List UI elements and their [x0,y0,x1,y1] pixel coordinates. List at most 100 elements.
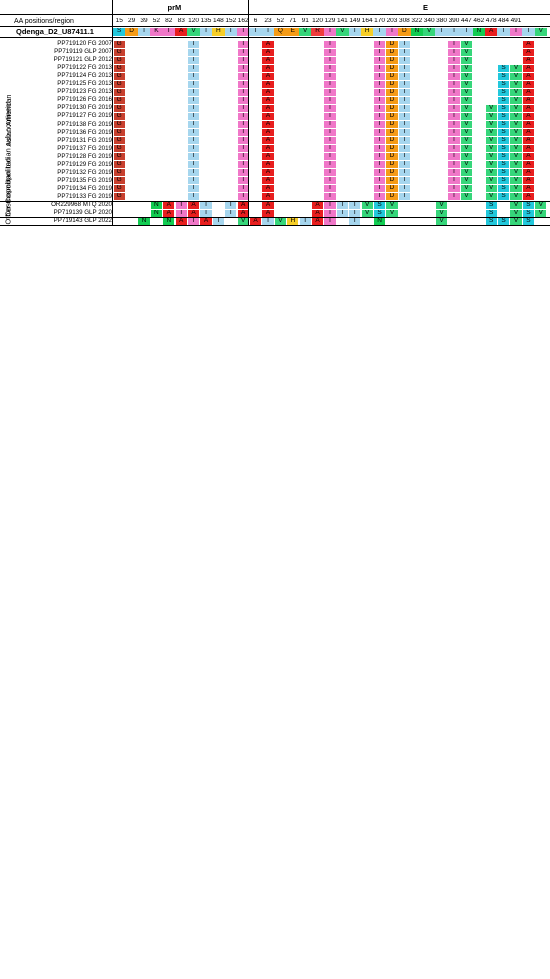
residue-cell: T [448,64,460,72]
residue-cell: V [435,209,448,217]
residue-cell: T [324,169,336,177]
strain-label: PP719124 FG 2013 [57,72,112,80]
residue-cell: V [274,217,287,225]
residue-cell: V [460,96,473,104]
residue-cell: V [460,80,473,88]
residue-cell: T [448,112,460,120]
residue-cell: T [373,161,386,169]
strain-label: PP719127 FG 2019 [57,112,112,120]
residue-cell: T [324,193,336,201]
residue-cell: D [386,193,398,201]
residue-cell: T [237,80,249,88]
strain-label: PP719131 FG 2019 [57,136,112,144]
residue-cell: I [398,80,411,88]
residue-cell: I [187,72,200,80]
position-label: 484 [498,18,510,24]
residue-cell: S [497,217,510,225]
residue-cell: V [510,217,522,225]
residue-cell: I [398,64,411,72]
residue-cell: A [522,153,535,161]
residue-cell: S [497,96,510,104]
residue-cell: V [485,145,497,153]
reference-residue: D [398,28,411,36]
residue-cell: V [460,161,473,169]
residue-cell: I [398,145,411,153]
residue-cell: T [373,177,386,185]
residue-cell: T [373,80,386,88]
residue-cell: T [237,96,249,104]
residue-cell: T [448,40,460,48]
residue-cell: V [510,129,522,137]
residue-cell: T [373,40,386,48]
residue-cell: I [398,56,411,64]
strain-label: PP719123 FG 2013 [57,88,112,96]
residue-cell: G [113,185,125,193]
position-label: 120 [188,18,200,24]
residue-cell: T [324,104,336,112]
residue-cell: S [485,217,497,225]
residue-cell: V [510,201,522,209]
residue-cell: I [200,201,212,209]
e-label: E [423,3,429,12]
residue-cell: V [460,72,473,80]
reference-residue: V [423,28,436,36]
residue-cell: I [398,72,411,80]
residue-cell: A [522,112,535,120]
residue-cell: V [510,121,522,129]
residue-cell: T [448,161,460,169]
residue-cell: T [324,217,336,225]
reference-residue: I [249,28,262,36]
residue-cell: D [386,64,398,72]
residue-cell: A [522,96,535,104]
reference-residue: I [224,28,237,36]
residue-cell: A [522,193,535,201]
residue-cell: G [113,40,125,48]
residue-cell: T [187,217,200,225]
residue-cell: V [485,193,497,201]
position-label: 162 [237,18,249,24]
residue-cell: T [237,48,249,56]
residue-cell: T [237,112,249,120]
residue-cell: N [150,201,163,209]
residue-cell: T [373,112,386,120]
residue-cell: T [373,129,386,137]
residue-cell: D [386,80,398,88]
residue-cell: I [349,201,361,209]
position-label: 91 [301,18,309,24]
residue-cell: A [237,209,249,217]
residue-cell: I [398,40,411,48]
residue-cell: N [373,217,386,225]
position-label: 82 [165,18,173,24]
reference-residue: I [447,28,461,36]
residue-cell: A [522,177,535,185]
residue-cell: S [497,137,510,145]
position-label: 135 [200,18,212,24]
strain-label: PP719133 FG 2019 [57,192,112,200]
corner-label: AA positions/region [14,18,74,25]
residue-cell: T [324,129,336,137]
residue-cell: A [522,129,535,137]
residue-cell: A [262,193,274,201]
residue-cell: G [113,193,125,201]
residue-cell: T [237,64,249,72]
position-label: 141 [336,18,348,24]
position-label: 170 [374,18,386,24]
residue-cell: V [510,88,522,96]
residue-cell: D [386,145,398,153]
residue-cell: T [324,56,336,64]
residue-cell: V [460,153,473,161]
residue-cell: T [448,104,460,112]
position-label: 390 [448,18,460,24]
residue-cell: I [398,177,411,185]
residue-cell: T [237,40,249,48]
position-label: 29 [127,18,136,24]
residue-cell: I [187,64,200,72]
residue-cell: I [187,40,200,48]
strain-label: PP719143 GLP 2022 [53,217,112,225]
strain-label: PP719129 FG 2019 [57,160,112,168]
position-label: 148 [212,18,224,24]
position-label: 447 [460,18,472,24]
residue-cell: V [510,161,522,169]
reference-residue: T [237,28,250,36]
